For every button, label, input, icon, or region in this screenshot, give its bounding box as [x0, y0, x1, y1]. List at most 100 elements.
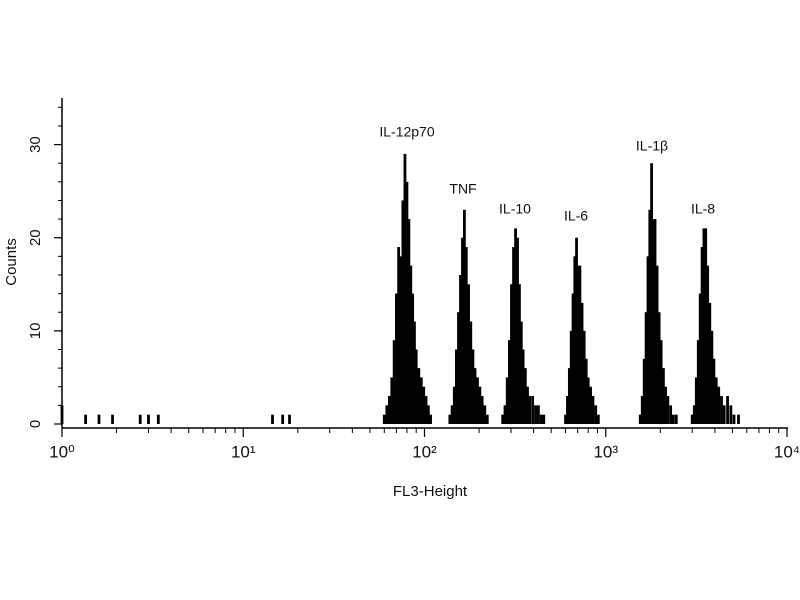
bar: [526, 386, 529, 424]
bar: [392, 340, 396, 424]
bar: [722, 405, 726, 424]
bar: [737, 414, 740, 424]
bar: [97, 414, 101, 424]
bar: [501, 414, 505, 424]
bar: [650, 163, 653, 424]
bar: [281, 414, 285, 424]
bar: [671, 414, 675, 424]
bar: [385, 405, 389, 424]
bar: [462, 209, 466, 424]
bar: [448, 414, 452, 424]
x-tick-label: 10²: [412, 442, 437, 461]
bar: [576, 265, 580, 424]
x-tick-label: 10³: [593, 442, 618, 461]
bar: [467, 284, 470, 424]
bar: [640, 396, 644, 424]
bar: [694, 377, 698, 424]
bar: [403, 153, 407, 424]
bar: [655, 265, 659, 424]
bar: [710, 330, 714, 424]
bar: [397, 247, 401, 424]
bar: [455, 349, 458, 424]
bar: [395, 293, 398, 424]
bar: [582, 330, 586, 424]
bar: [156, 414, 160, 424]
bar: [510, 284, 513, 424]
bar: [536, 405, 540, 424]
bar: [531, 396, 535, 424]
bar: [452, 386, 456, 424]
bar: [461, 237, 464, 424]
bar: [653, 219, 657, 424]
bar: [732, 414, 736, 424]
annotation: IL-6: [564, 208, 588, 224]
bar: [661, 368, 665, 424]
x-axis-label: FL3-Height: [393, 483, 468, 500]
bar: [450, 405, 454, 424]
bar: [704, 228, 708, 424]
bar: [651, 219, 655, 424]
bar: [478, 386, 482, 424]
bar: [471, 349, 475, 424]
bar: [591, 396, 595, 424]
bar: [534, 405, 537, 424]
bar: [586, 377, 590, 424]
annotation: IL-12p70: [379, 124, 434, 140]
bar: [692, 405, 696, 424]
bar: [542, 414, 546, 424]
annotation: IL-8: [691, 201, 715, 217]
bar: [382, 414, 386, 424]
bar: [712, 358, 716, 424]
bar: [720, 396, 723, 424]
bar: [648, 209, 652, 424]
y-tick-label: 0: [27, 420, 44, 428]
bar: [390, 377, 394, 424]
bar: [147, 414, 150, 424]
bar: [411, 293, 415, 424]
bar: [457, 312, 460, 424]
bar: [516, 237, 519, 424]
annotation: TNF: [449, 181, 476, 197]
bar: [518, 284, 521, 424]
bar: [646, 256, 650, 424]
bar: [512, 247, 515, 424]
x-tick-label: 10⁴: [774, 442, 800, 461]
bar: [584, 358, 588, 424]
bar: [503, 405, 507, 424]
bar: [567, 368, 571, 424]
bar: [459, 274, 462, 424]
bar: [666, 396, 670, 424]
bar: [659, 340, 663, 424]
bar: [409, 265, 413, 424]
bar: [638, 414, 642, 424]
bar: [575, 237, 578, 424]
bar: [566, 396, 569, 424]
bar: [514, 228, 517, 424]
bar: [589, 386, 593, 424]
bar: [696, 340, 700, 424]
annotation: IL-1β: [636, 138, 668, 154]
bar: [473, 368, 477, 424]
bar: [429, 414, 432, 424]
bar: [571, 293, 575, 424]
bar: [414, 349, 418, 424]
bar: [419, 377, 423, 424]
bar: [700, 247, 704, 424]
bar: [523, 368, 527, 424]
bar: [521, 349, 525, 424]
bar: [726, 396, 729, 424]
bar: [476, 377, 479, 424]
bar: [424, 396, 428, 424]
bar: [729, 405, 733, 424]
bar: [698, 293, 702, 424]
bar: [111, 414, 114, 424]
bar: [519, 321, 523, 424]
bar: [485, 414, 489, 424]
bar: [464, 247, 468, 424]
bar: [405, 181, 409, 424]
bar: [417, 368, 421, 424]
bar: [690, 414, 694, 424]
bar: [714, 377, 718, 424]
bar: [674, 414, 678, 424]
